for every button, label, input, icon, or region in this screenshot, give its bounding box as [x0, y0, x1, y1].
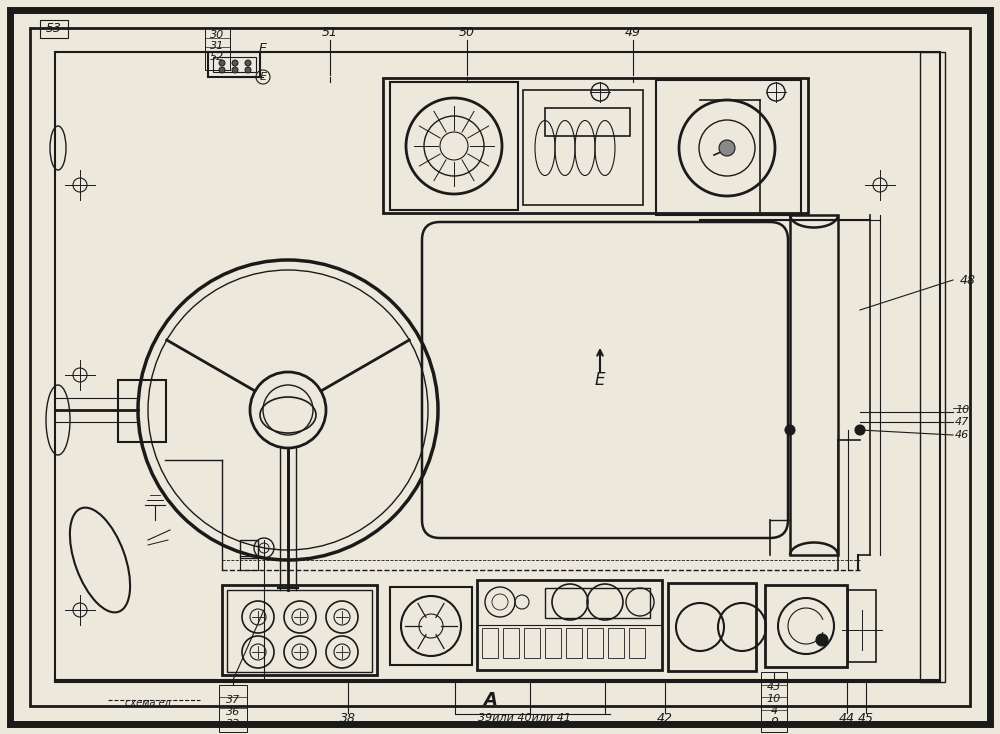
Text: 44: 44	[839, 711, 855, 724]
Bar	[219, 685, 247, 732]
Bar	[55, 52, 940, 682]
Bar	[477, 580, 662, 670]
Circle shape	[232, 60, 238, 66]
Bar	[920, 52, 945, 682]
Bar	[227, 590, 372, 672]
Text: A: A	[483, 691, 497, 709]
Bar	[668, 583, 756, 671]
Text: 4: 4	[770, 706, 778, 716]
Text: 38: 38	[340, 711, 356, 724]
Text: 46: 46	[955, 430, 969, 440]
Bar	[656, 80, 801, 215]
Bar	[545, 108, 630, 136]
Circle shape	[245, 60, 251, 66]
Text: 42: 42	[657, 711, 673, 724]
Text: 36: 36	[226, 707, 240, 717]
Bar	[587, 628, 603, 658]
Bar	[608, 628, 624, 658]
Bar	[765, 585, 847, 667]
Bar	[545, 628, 561, 658]
Circle shape	[719, 140, 735, 156]
Text: 33: 33	[226, 719, 240, 729]
Circle shape	[245, 67, 251, 73]
Circle shape	[232, 67, 238, 73]
Text: 53: 53	[46, 23, 62, 35]
Text: 52: 52	[210, 52, 224, 62]
Text: 50: 50	[459, 26, 475, 40]
Circle shape	[855, 425, 865, 435]
Bar	[213, 57, 256, 72]
Bar	[848, 590, 876, 662]
Bar	[118, 380, 166, 442]
Bar	[545, 588, 650, 618]
Bar	[390, 587, 472, 665]
Text: 37: 37	[226, 695, 240, 705]
Circle shape	[816, 634, 828, 646]
Circle shape	[785, 425, 795, 435]
Text: E: E	[259, 42, 267, 54]
Text: 47: 47	[955, 417, 969, 427]
Text: схема ел: схема ел	[125, 698, 171, 708]
Bar	[482, 628, 498, 658]
Text: 45: 45	[858, 711, 874, 724]
Text: 49: 49	[625, 26, 641, 40]
Bar	[383, 78, 808, 213]
Text: 51: 51	[322, 26, 338, 40]
Bar	[761, 672, 787, 732]
Text: 10: 10	[767, 694, 781, 704]
Circle shape	[219, 60, 225, 66]
Bar	[790, 215, 838, 555]
Bar	[566, 628, 582, 658]
Bar	[222, 585, 377, 675]
Circle shape	[219, 67, 225, 73]
Bar	[524, 628, 540, 658]
Bar	[240, 556, 258, 570]
Bar	[390, 82, 518, 210]
Text: 9: 9	[770, 716, 778, 730]
Text: E: E	[260, 72, 266, 82]
Text: 48: 48	[960, 274, 976, 286]
Bar	[208, 52, 260, 77]
Bar	[523, 90, 643, 205]
Text: 30: 30	[210, 30, 224, 40]
Bar	[503, 628, 519, 658]
Bar	[629, 628, 645, 658]
Text: 39или 40или 41: 39или 40или 41	[479, 713, 572, 723]
Text: 10: 10	[955, 405, 969, 415]
Text: 43: 43	[767, 682, 781, 692]
Bar	[205, 28, 230, 70]
Bar	[40, 20, 68, 38]
Text: E: E	[595, 371, 605, 389]
Bar	[240, 540, 258, 558]
Text: 31: 31	[210, 41, 224, 51]
